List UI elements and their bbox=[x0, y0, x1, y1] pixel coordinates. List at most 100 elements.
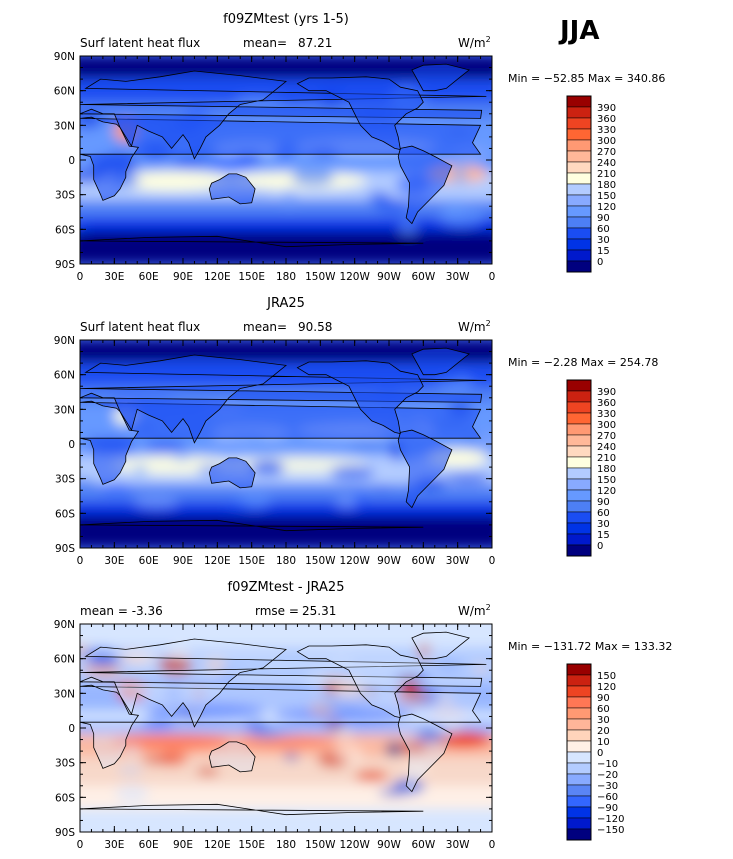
flux-field bbox=[80, 56, 492, 264]
field-blob bbox=[450, 165, 469, 185]
continent-outline bbox=[208, 457, 256, 489]
x-tick-label: 90W bbox=[377, 271, 401, 283]
field-blob bbox=[349, 438, 390, 453]
colorbar-segment bbox=[566, 533, 592, 546]
colorbar-label: −20 bbox=[597, 770, 618, 781]
x-tick-label: 90W bbox=[377, 839, 401, 851]
colorbar-label: 60 bbox=[597, 704, 610, 715]
x-tick-label: 60W bbox=[411, 839, 435, 851]
colorbar-label: 15 bbox=[597, 246, 610, 257]
colorbar-segment bbox=[566, 379, 592, 392]
y-tick-label: 90S bbox=[55, 543, 75, 555]
field-blob bbox=[89, 663, 122, 679]
field-blob bbox=[281, 187, 298, 207]
colorbar-label: 120 bbox=[597, 202, 616, 213]
colorbar-segment bbox=[566, 467, 592, 480]
colorbar-segment bbox=[566, 161, 592, 174]
colorbar-label: 20 bbox=[597, 726, 610, 737]
field-blob bbox=[171, 153, 207, 168]
field-blob bbox=[276, 722, 301, 736]
x-tick-label: 60E bbox=[139, 271, 159, 283]
x-tick-label: 30E bbox=[104, 271, 124, 283]
x-tick-label: 180 bbox=[276, 839, 296, 851]
colorbar-label: 0 bbox=[597, 748, 603, 759]
field-blob bbox=[393, 673, 431, 683]
colorbar-segment bbox=[566, 729, 592, 742]
field-blob bbox=[224, 499, 249, 511]
field-label: Surf latent heat flux bbox=[80, 320, 200, 334]
colorbar-segment bbox=[566, 500, 592, 513]
colorbar-label: 0 bbox=[597, 541, 603, 552]
x-tick-label: 60W bbox=[411, 271, 435, 283]
colorbar-label: 360 bbox=[597, 114, 616, 125]
colorbar-label: 210 bbox=[597, 169, 616, 180]
colorbar-segment bbox=[566, 434, 592, 447]
colorbar-segment bbox=[566, 194, 592, 207]
field-blob bbox=[117, 766, 143, 774]
y-tick-label: 90S bbox=[55, 259, 75, 271]
field-blob bbox=[236, 735, 336, 748]
colorbar-label: 180 bbox=[597, 180, 616, 191]
y-tick-label: 0 bbox=[68, 723, 75, 735]
colorbar-segment bbox=[566, 817, 592, 830]
field-blob bbox=[172, 455, 191, 462]
y-tick-label: 90N bbox=[54, 51, 75, 63]
field-blob bbox=[192, 689, 205, 698]
y-tick-label: 30N bbox=[54, 688, 75, 700]
y-tick-label: 60N bbox=[54, 370, 75, 382]
continent-outline bbox=[80, 803, 424, 832]
field-blob bbox=[335, 496, 359, 509]
colorbar-segment bbox=[566, 511, 592, 524]
continent-outline bbox=[80, 519, 424, 548]
field-blob bbox=[196, 767, 220, 776]
field-blob bbox=[332, 678, 366, 699]
field-blob bbox=[430, 708, 466, 719]
field-blob bbox=[337, 727, 352, 740]
x-tick-label: 150W bbox=[305, 271, 336, 283]
colorbar-label: 330 bbox=[597, 125, 616, 136]
x-tick-label: 30E bbox=[104, 839, 124, 851]
colorbar-label: 240 bbox=[597, 158, 616, 169]
continent-outline bbox=[80, 70, 487, 160]
field-blob bbox=[115, 784, 149, 804]
colorbar-label: 330 bbox=[597, 409, 616, 420]
map-panel-1: f09ZMtest (yrs 1-5) Surf latent heat flux… bbox=[54, 12, 666, 283]
panel-title: f09ZMtest (yrs 1-5) bbox=[223, 12, 349, 27]
y-tick-label: 60S bbox=[55, 224, 75, 236]
field-blob bbox=[122, 744, 142, 755]
colorbar-label: 90 bbox=[597, 693, 610, 704]
field-blob bbox=[99, 482, 134, 497]
colorbar-segment bbox=[566, 489, 592, 502]
colorbar-frame bbox=[566, 663, 592, 841]
colorbar-segment bbox=[566, 117, 592, 130]
continent-outline bbox=[296, 76, 424, 151]
colorbar-segment bbox=[566, 238, 592, 251]
field-blob bbox=[406, 761, 429, 778]
field-blob bbox=[374, 198, 410, 213]
field-blob bbox=[133, 495, 179, 509]
colorbar-segment bbox=[566, 685, 592, 698]
colorbar-label: 120 bbox=[597, 486, 616, 497]
field-blob bbox=[324, 721, 345, 729]
colorbar-segment bbox=[566, 696, 592, 709]
colorbar-label: 240 bbox=[597, 442, 616, 453]
x-tick-label: 60E bbox=[139, 839, 159, 851]
field-blob bbox=[80, 112, 103, 129]
y-tick-label: 0 bbox=[68, 155, 75, 167]
x-tick-label: 0 bbox=[489, 839, 496, 851]
colorbar-segment bbox=[566, 707, 592, 720]
colorbar-frame bbox=[566, 379, 592, 557]
field-blob bbox=[402, 738, 428, 756]
field-blob bbox=[145, 702, 266, 719]
colorbar-label: 90 bbox=[597, 213, 610, 224]
units-label: W/m2 bbox=[458, 319, 491, 334]
field-blob bbox=[129, 681, 141, 693]
field-blob bbox=[208, 439, 253, 448]
x-tick-label: 90E bbox=[173, 555, 193, 567]
x-tick-label: 0 bbox=[489, 555, 496, 567]
colorbar-segment bbox=[566, 806, 592, 819]
colorbar-segment bbox=[566, 478, 592, 491]
map-panel-3: f09ZMtest - JRA25 mean = -3.36 rmse = 25.31… bbox=[54, 580, 673, 851]
y-tick-label: 30S bbox=[55, 758, 75, 770]
